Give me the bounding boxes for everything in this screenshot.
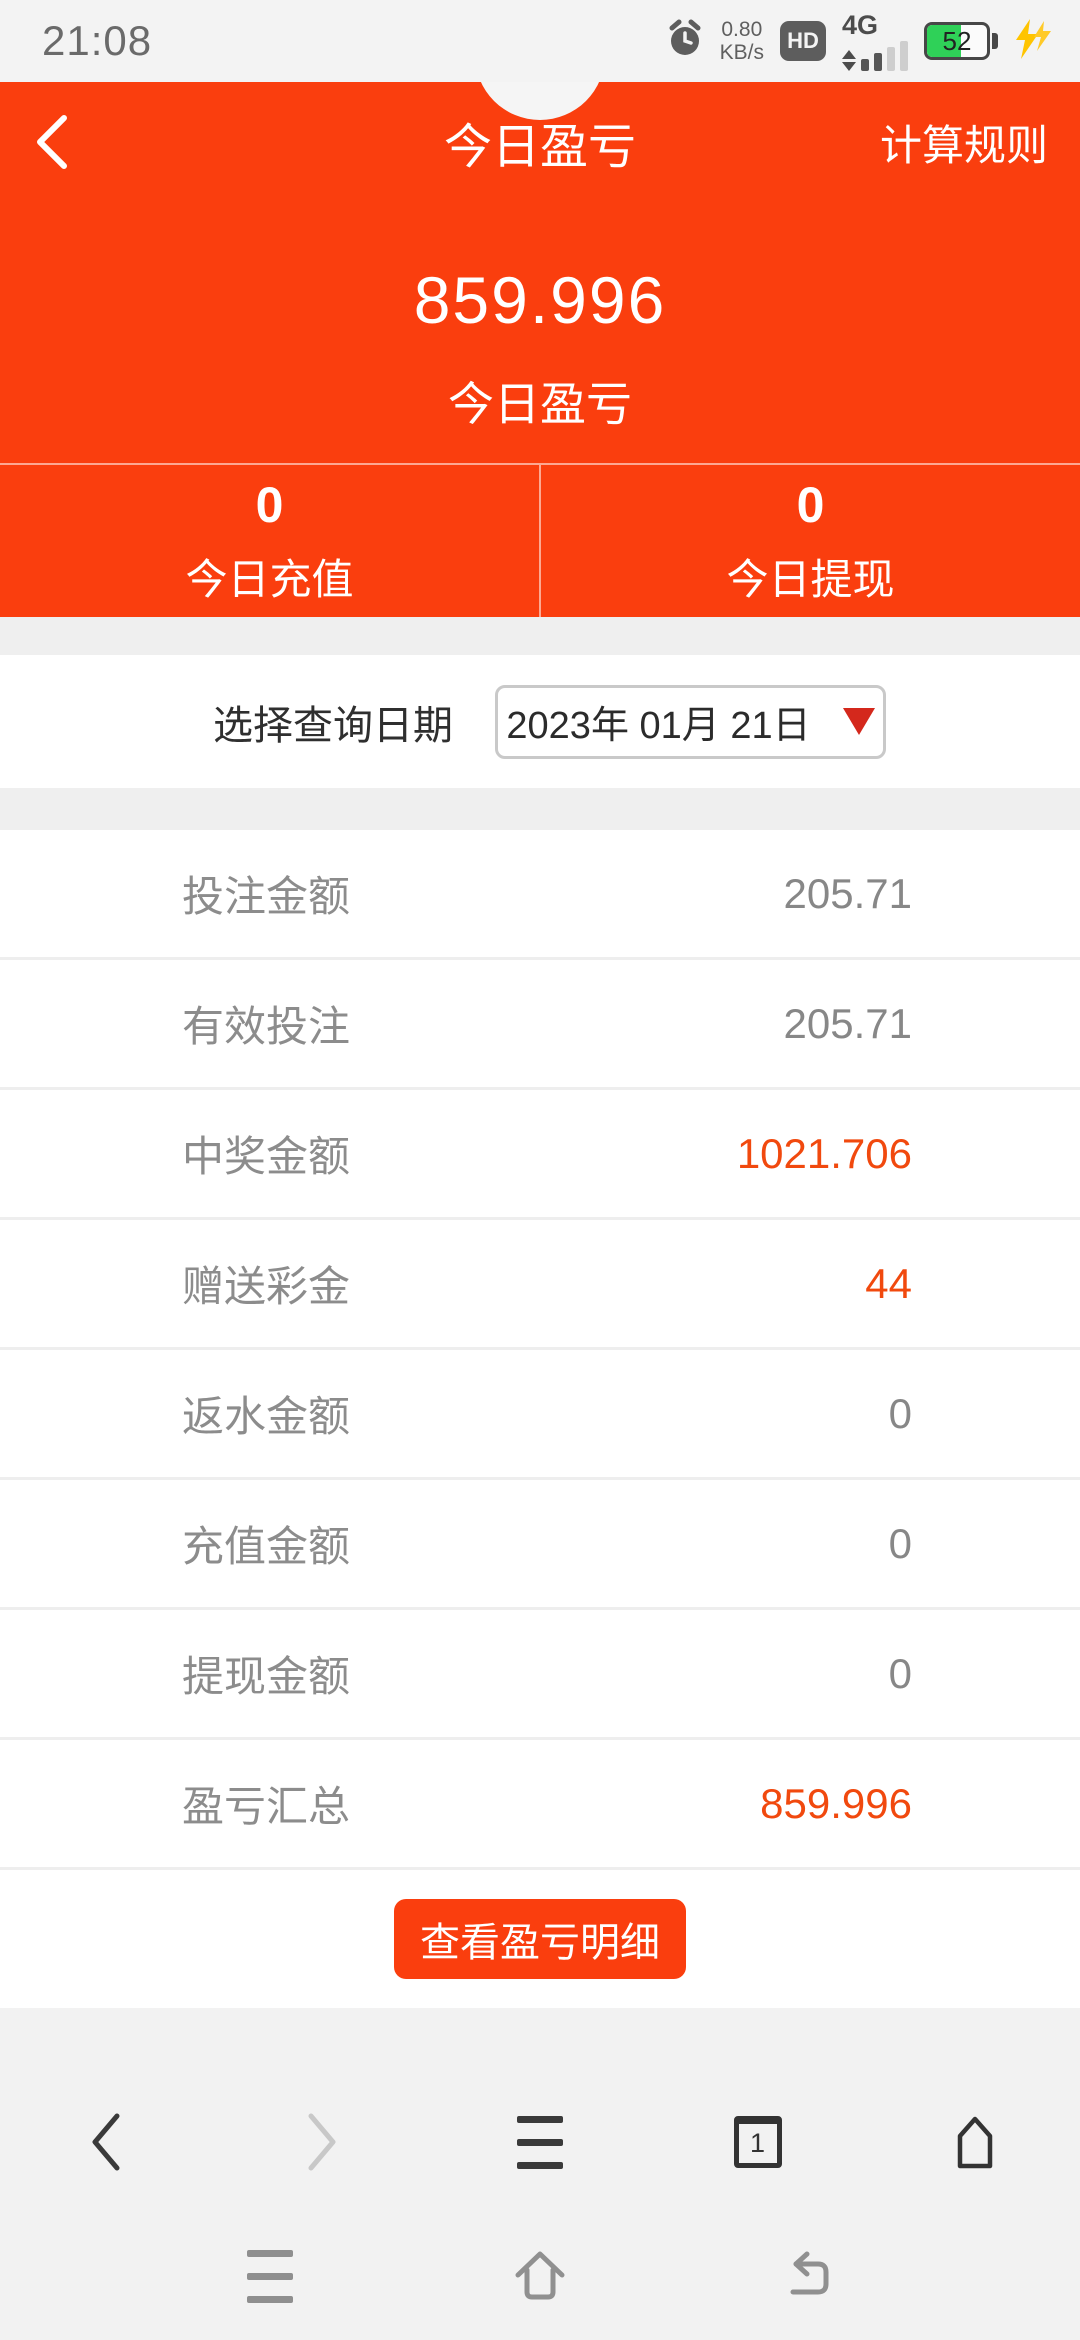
status-icons: 0.80 KB/s HD 4G bbox=[666, 9, 1054, 71]
row-label: 返水金额 bbox=[182, 1393, 351, 1440]
cellular-signal-icon: 4G bbox=[842, 9, 908, 71]
date-picker-label: 选择查询日期 bbox=[213, 703, 453, 748]
dropdown-triangle-icon bbox=[842, 708, 875, 735]
today-deposit-cell: 0 今日充值 bbox=[0, 465, 539, 617]
summary-row: 有效投注 205.71 bbox=[0, 960, 1080, 1090]
summary-row: 投注金额 205.71 bbox=[0, 830, 1080, 960]
date-picker-select[interactable]: 2023年 01月 21日 bbox=[495, 684, 886, 759]
today-deposit-label: 今日充值 bbox=[185, 555, 354, 603]
row-label: 有效投注 bbox=[182, 1003, 351, 1050]
battery-fill bbox=[927, 25, 961, 57]
row-label: 赠送彩金 bbox=[182, 1263, 351, 1310]
row-label: 投注金额 bbox=[182, 873, 351, 920]
summary-row: 返水金额 0 bbox=[0, 1350, 1080, 1480]
charging-bolt-icon bbox=[1014, 18, 1054, 65]
today-withdraw-cell: 0 今日提现 bbox=[539, 465, 1080, 617]
browser-back-icon[interactable] bbox=[57, 2094, 153, 2190]
page-header: 今日盈亏 计算规则 859.996 今日盈亏 bbox=[0, 82, 1080, 463]
battery-percent: 52 bbox=[942, 25, 972, 56]
back-button[interactable] bbox=[32, 102, 102, 182]
calculation-rules-link[interactable]: 计算规则 bbox=[879, 121, 1048, 169]
row-label: 盈亏汇总 bbox=[182, 1783, 351, 1830]
system-home-icon[interactable] bbox=[492, 2228, 588, 2324]
page-title: 今日盈亏 bbox=[443, 121, 636, 174]
summary-row: 中奖金额 1021.706 bbox=[0, 1090, 1080, 1220]
browser-nav-bar: 1 bbox=[0, 2008, 1080, 2190]
today-withdraw-value: 0 bbox=[796, 476, 825, 533]
profit-amount: 859.996 bbox=[413, 263, 667, 337]
summary-row: 盈亏汇总 859.996 bbox=[0, 1740, 1080, 1870]
row-value: 1021.706 bbox=[736, 1129, 912, 1177]
row-value: 0 bbox=[888, 1649, 912, 1697]
section-gap bbox=[0, 617, 1080, 655]
browser-tabs-icon[interactable]: 1 bbox=[710, 2094, 806, 2190]
tab-count: 1 bbox=[733, 2116, 782, 2168]
row-value: 44 bbox=[865, 1259, 912, 1307]
signal-bars-icon bbox=[861, 40, 908, 71]
browser-forward-icon[interactable] bbox=[275, 2094, 371, 2190]
browser-home-icon[interactable] bbox=[927, 2094, 1023, 2190]
today-stats: 0 今日充值 0 今日提现 bbox=[0, 463, 1080, 617]
summary-list: 投注金额 205.71 有效投注 205.71 中奖金额 1021.706 赠送彩金 44 返水… bbox=[0, 830, 1080, 1870]
profit-amount-label: 今日盈亏 bbox=[448, 378, 632, 430]
row-value: 205.71 bbox=[783, 869, 912, 917]
network-speed-unit: KB/s bbox=[719, 41, 764, 64]
date-picker-value: 2023年 01月 21日 bbox=[506, 705, 811, 747]
summary-row: 充值金额 0 bbox=[0, 1480, 1080, 1610]
row-value: 205.71 bbox=[783, 999, 912, 1047]
nav-bar: 今日盈亏 计算规则 bbox=[0, 82, 1080, 202]
button-section: 查看盈亏明细 bbox=[0, 1870, 1080, 2008]
system-nav-bar bbox=[0, 2228, 1080, 2324]
system-menu-icon[interactable] bbox=[222, 2228, 318, 2324]
summary-row: 提现金额 0 bbox=[0, 1610, 1080, 1740]
status-bar: 21:08 0.80 KB/s HD 4G bbox=[0, 0, 1080, 82]
network-type-label: 4G bbox=[842, 9, 879, 40]
network-speed: 0.80 KB/s bbox=[720, 18, 764, 64]
row-label: 充值金额 bbox=[182, 1523, 351, 1570]
date-picker-row: 选择查询日期 2023年 01月 21日 bbox=[0, 655, 1080, 788]
data-arrows-icon bbox=[842, 49, 856, 71]
browser-menu-icon[interactable] bbox=[492, 2094, 588, 2190]
view-profit-detail-button[interactable]: 查看盈亏明细 bbox=[394, 1899, 686, 1979]
row-value: 0 bbox=[888, 1519, 912, 1567]
section-gap bbox=[0, 788, 1080, 830]
row-value: 859.996 bbox=[760, 1779, 912, 1827]
row-label: 提现金额 bbox=[182, 1653, 351, 1700]
row-value: 0 bbox=[888, 1389, 912, 1437]
today-withdraw-label: 今日提现 bbox=[726, 555, 895, 603]
today-deposit-value: 0 bbox=[255, 476, 284, 533]
clock-time: 21:08 bbox=[42, 17, 153, 64]
hd-icon: HD bbox=[780, 21, 826, 61]
network-speed-value: 0.80 bbox=[721, 18, 763, 41]
summary-row: 赠送彩金 44 bbox=[0, 1220, 1080, 1350]
battery-icon: 52 bbox=[924, 22, 998, 60]
bottom-area: 1 bbox=[0, 2008, 1080, 2340]
alarm-icon bbox=[666, 19, 704, 64]
row-label: 中奖金额 bbox=[182, 1133, 351, 1180]
system-back-icon[interactable] bbox=[762, 2228, 858, 2324]
